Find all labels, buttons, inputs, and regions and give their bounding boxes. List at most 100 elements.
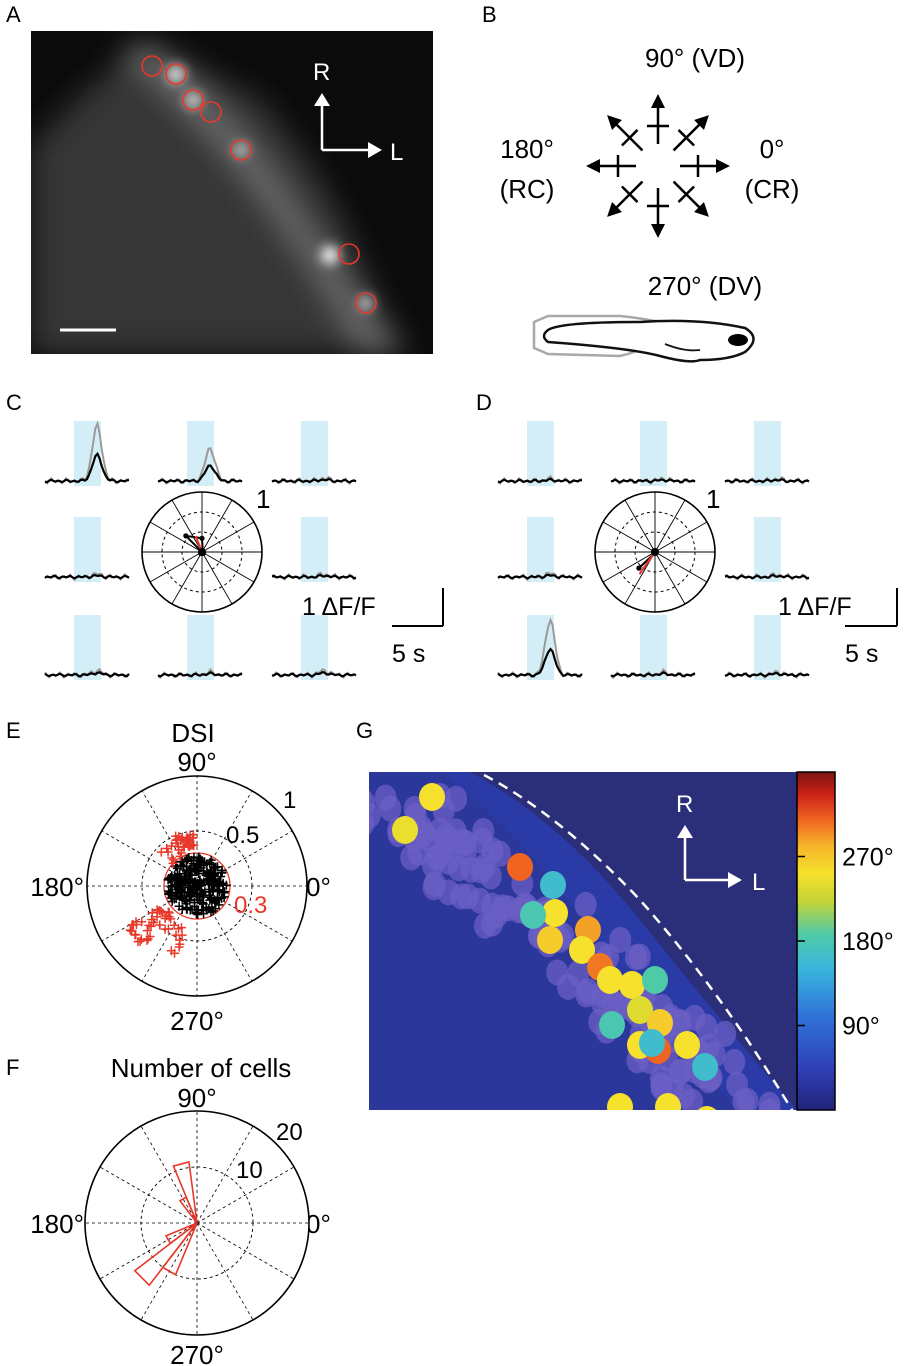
cell-marker [574,891,597,918]
mean-trace [497,573,583,580]
cell-marker [419,783,445,811]
trace-cell [497,615,583,680]
roi-circle [141,55,163,77]
cell-marker [400,844,423,871]
polar-spoke [602,551,656,583]
stimulus-window [754,517,781,582]
cell-marker [174,924,184,934]
histogram-bin [161,1222,198,1276]
stimulus-window [74,615,101,680]
scale-bars [392,588,444,627]
plot-title: Number of cells [111,1053,292,1083]
tuning-polar-plot [141,491,263,613]
direction-label-90: 90° (VD) [645,43,745,73]
mean-trace [271,671,357,678]
trace-cell [497,421,583,486]
cell-marker [575,981,598,1008]
cell-marker [144,920,154,930]
cell-marker [176,848,186,858]
cell-marker [178,860,188,870]
cell-marker [567,960,590,987]
cell-marker [145,932,155,942]
tuning-point [183,533,189,539]
cell-marker [205,880,215,890]
tuning-point [636,565,642,571]
direction-arrow [607,180,644,217]
polar-spoke [654,499,686,553]
mean-trace [610,478,696,484]
direction-arrow [672,180,709,217]
cell-marker [472,818,495,845]
mean-trace [724,478,810,484]
polar-max-label: 1 [706,484,720,514]
mean-trace [724,671,810,678]
polar-spoke [201,499,233,553]
scale-bars [845,588,898,627]
response-traces [497,421,810,680]
polar-spoke [171,499,203,553]
cell-marker [193,881,203,891]
panel-c-letter: C [6,390,22,415]
mean-trace [497,647,583,678]
cell-marker [692,1053,718,1081]
cell-marker [208,906,218,916]
cell-marker [185,875,195,885]
polar-spoke [171,551,203,605]
polar-spoke [149,521,203,553]
cell-marker [450,883,473,910]
trace-cell [157,615,243,680]
cell-marker [655,1093,681,1110]
mean-trace [157,671,243,678]
cell-marker [193,910,203,920]
cell-marker [127,926,137,936]
cell-marker [125,925,135,935]
cell-marker [421,852,444,879]
cell-marker [173,842,183,852]
polar-origin [651,548,659,556]
cell-marker [597,966,623,994]
cell-marker [217,893,227,903]
cell-marker [142,926,152,936]
cell-marker [650,1072,673,1099]
cell-marker [167,891,177,901]
trace-cell [271,615,357,680]
cell-marker [697,1106,717,1110]
direction-arrow [680,155,730,177]
polar-spoke [201,551,255,583]
cell-marker [165,874,175,884]
response-traces [44,420,357,680]
cell-marker [171,835,181,845]
scale-label-time: 5 s [392,640,425,668]
roi-circle [200,101,222,123]
panel-c: C 1 1 ΔF/F 5 s [6,390,444,680]
ring-label-20: 20 [276,1119,303,1146]
cell-marker [158,908,168,918]
histogram-bin [172,1160,198,1224]
cell-marker [624,944,647,971]
angle-label-90: 90° [177,747,216,777]
direction-label-180-sub: (RC) [500,174,555,204]
cell-marker [181,871,191,881]
cell-marker [369,789,371,804]
polar-spoke [149,551,203,583]
cell-marker [207,902,217,912]
stimulus-window [754,615,781,680]
mean-trace [157,464,243,484]
cell-marker [156,847,166,857]
cell-marker [195,896,205,906]
stimulus-window [640,421,667,486]
tuning-polar-plot [594,491,716,613]
cell-marker [619,971,645,999]
direction-label-0-sub: (CR) [745,174,800,204]
angle-label-90: 90° [177,1083,216,1113]
cell-marker [206,907,216,917]
cell-marker [181,855,191,865]
stimulus-window [74,517,101,582]
tectum-boundary [483,773,797,1116]
cell-marker [220,887,230,897]
cell-marker [175,869,185,879]
angle-label-180: 180° [30,872,84,902]
axis-label-l: L [390,139,403,166]
polar-spoke [140,1125,198,1224]
